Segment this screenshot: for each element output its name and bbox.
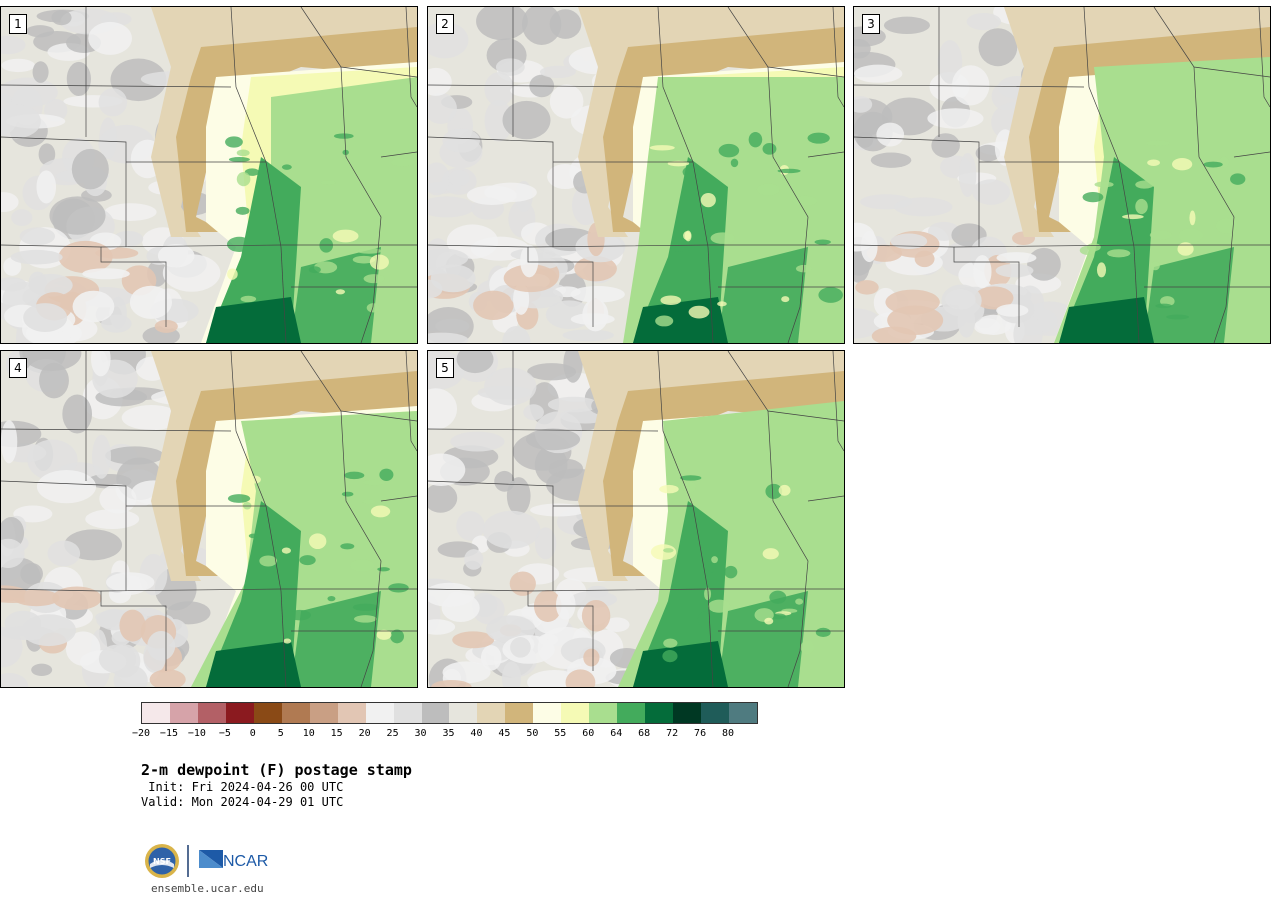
colorbar-swatch	[645, 703, 674, 723]
plot-title: 2-m dewpoint (F) postage stamp	[141, 761, 412, 779]
colorbar-swatch	[142, 703, 170, 723]
colorbar-tick-labels: −20 −15 −10 −5 0 5 10 15 20 25 30 35 40 45 50 55 60 64 68 7…	[132, 728, 756, 742]
colorbar-swatch	[561, 703, 590, 723]
colorbar-swatch	[589, 703, 618, 723]
panel-label: 2	[436, 14, 454, 34]
colorbar-tick-label: 60	[582, 728, 595, 739]
nsf-ncar-logos: NSF NCAR	[143, 842, 278, 880]
colorbar-tick-label: 76	[694, 728, 707, 739]
colorbar-swatch	[449, 703, 478, 723]
colorbar-swatch	[505, 703, 534, 723]
colorbar-swatch	[197, 703, 226, 723]
colorbar-tick-label: 15	[330, 728, 343, 739]
colorbar-tick-label: 0	[249, 728, 256, 739]
colorbar-tick-label: 50	[526, 728, 539, 739]
colorbar-tick-label: 35	[442, 728, 455, 739]
colorbar-tick-label: 55	[554, 728, 567, 739]
dewpoint-map	[1, 351, 417, 687]
colorbar-swatch	[337, 703, 366, 723]
svg-text:NCAR: NCAR	[223, 853, 268, 870]
colorbar-swatch	[673, 703, 702, 723]
colorbar-tick-label: 30	[414, 728, 427, 739]
dewpoint-map	[854, 7, 1270, 343]
colorbar-swatch	[421, 703, 450, 723]
colorbar-tick-label: 20	[358, 728, 371, 739]
postage-stamp-panel-2: 2	[427, 6, 845, 344]
colorbar-swatch	[617, 703, 646, 723]
colorbar-tick-label: 5	[277, 728, 284, 739]
panel-label: 3	[862, 14, 880, 34]
colorbar-swatch	[253, 703, 282, 723]
nsf-logo: NSF	[145, 844, 179, 878]
colorbar-swatch	[701, 703, 730, 723]
svg-text:NSF: NSF	[153, 857, 171, 866]
site-url: ensemble.ucar.edu	[151, 882, 264, 895]
colorbar-swatch	[393, 703, 422, 723]
colorbar-swatch	[365, 703, 394, 723]
colorbar-tick-label: −15	[159, 728, 178, 739]
dewpoint-map	[428, 351, 844, 687]
colorbar-tick-label: 45	[498, 728, 511, 739]
colorbar-tick-label: −5	[218, 728, 231, 739]
colorbar-swatch	[533, 703, 562, 723]
dewpoint-map	[1, 7, 417, 343]
colorbar-tick-label: 68	[638, 728, 651, 739]
colorbar-tick-label: 25	[386, 728, 399, 739]
postage-stamp-panel-1: 1	[0, 6, 418, 344]
panel-label: 1	[9, 14, 27, 34]
colorbar-tick-label: 72	[666, 728, 679, 739]
panel-label: 5	[436, 358, 454, 378]
postage-stamp-panel-4: 4	[0, 350, 418, 688]
postage-stamp-panel-5: 5	[427, 350, 845, 688]
colorbar-swatch	[729, 703, 757, 723]
dewpoint-colorbar	[141, 702, 758, 724]
colorbar-swatch	[169, 703, 198, 723]
colorbar-tick-label: 40	[470, 728, 483, 739]
colorbar-tick-label: 10	[302, 728, 315, 739]
colorbar-swatch	[281, 703, 310, 723]
colorbar-swatch	[225, 703, 254, 723]
run-info: Init: Fri 2024-04-26 00 UTC Valid: Mon 2…	[141, 780, 343, 810]
valid-time: Valid: Mon 2024-04-29 01 UTC	[141, 795, 344, 809]
postage-stamp-panel-3: 3	[853, 6, 1271, 344]
colorbar-swatch	[477, 703, 506, 723]
ncar-logo: NCAR	[199, 850, 268, 870]
colorbar-tick-label: −20	[131, 728, 151, 739]
dewpoint-map	[428, 7, 844, 343]
panel-label: 4	[9, 358, 27, 378]
init-time: Init: Fri 2024-04-26 00 UTC	[141, 780, 344, 794]
colorbar-tick-label: 80	[722, 728, 735, 739]
colorbar-tick-label: −10	[187, 728, 206, 739]
colorbar-swatch	[309, 703, 338, 723]
colorbar-tick-label: 64	[610, 728, 623, 739]
